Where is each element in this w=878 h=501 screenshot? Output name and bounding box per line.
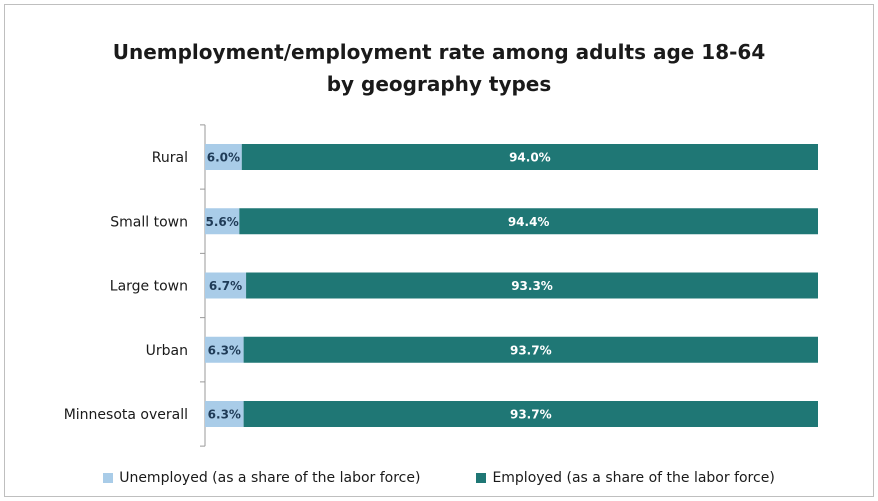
legend-label-employed: Employed (as a share of the labor force) (492, 470, 775, 486)
legend: Unemployed (as a share of the labor forc… (0, 466, 878, 490)
bar-unemployed (205, 336, 244, 363)
chart-title-line: Unemployment/employment rate among adult… (112, 40, 766, 64)
data-label-employed: 93.7% (510, 343, 552, 357)
data-label-unemployed: 6.3% (208, 343, 241, 357)
bar-employed (243, 401, 818, 427)
category-label: Rural (152, 150, 188, 166)
legend-item-employed: Employed (as a share of the labor force) (476, 470, 775, 486)
chart-subtitle-line: by geography types (326, 72, 552, 96)
data-label-employed: 93.7% (510, 408, 552, 422)
legend-label-unemployed: Unemployed (as a share of the labor forc… (119, 470, 421, 486)
bar-employed (239, 208, 818, 235)
bar-unemployed (205, 401, 244, 427)
category-label: Large town (110, 279, 188, 295)
bar-unemployed (205, 272, 247, 299)
bar-employed (243, 336, 818, 363)
bar-employed (241, 144, 818, 170)
legend-item-unemployed: Unemployed (as a share of the labor forc… (103, 470, 420, 486)
data-label-employed: 94.4% (508, 215, 550, 229)
category-label: Minnesota overall (64, 407, 188, 423)
data-label-unemployed: 6.0% (207, 151, 240, 165)
bar-employed (246, 272, 819, 299)
bar-unemployed (205, 208, 240, 235)
bar-unemployed (205, 144, 242, 170)
category-label: Small town (110, 214, 188, 230)
data-label-employed: 93.3% (511, 279, 553, 293)
bar-chart: Rural 6.0% 94.0% Small town 5.6% 94.4% Large t… (64, 124, 819, 447)
category-label: Urban (146, 343, 188, 359)
data-label-unemployed: 6.7% (209, 279, 242, 293)
data-label-unemployed: 5.6% (206, 215, 239, 229)
legend-swatch-employed (476, 473, 487, 483)
chart-title: Unemployment/employment rate among adult… (0, 36, 878, 100)
data-label-unemployed: 6.3% (208, 408, 241, 422)
legend-swatch-unemployed (103, 473, 114, 483)
data-label-employed: 94.0% (509, 151, 551, 165)
